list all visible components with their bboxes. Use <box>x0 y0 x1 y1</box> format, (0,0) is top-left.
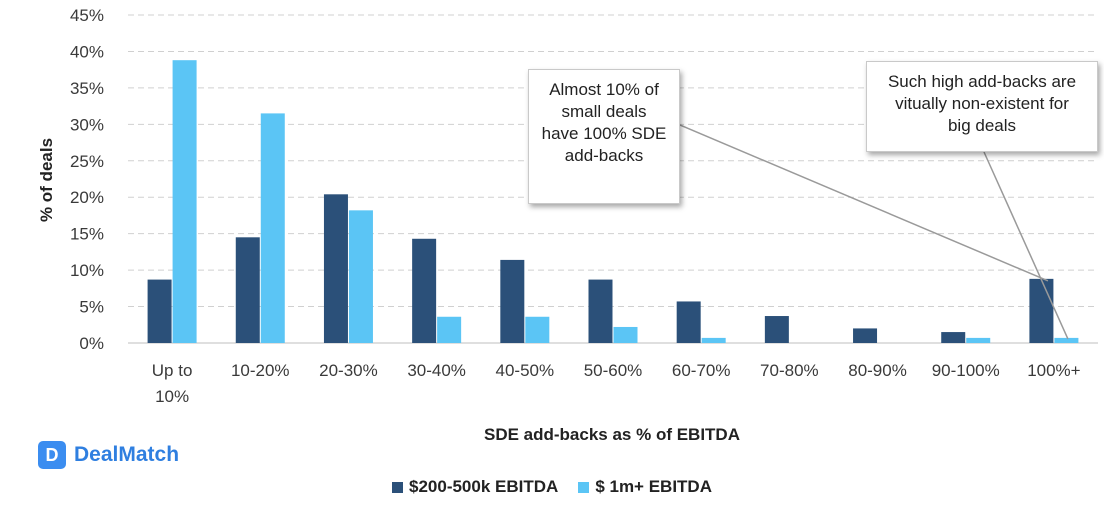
bar-big-deals <box>966 337 991 343</box>
callout-big-deals: Such high add-backs are vitually non-exi… <box>866 61 1098 152</box>
annotation-leader-lines <box>679 124 1069 340</box>
y-tick-label: 25% <box>70 152 104 171</box>
y-axis-title: % of deals <box>37 138 56 222</box>
y-tick-label: 5% <box>79 298 104 317</box>
callout-small-deals: Almost 10% of small deals have 100% SDE … <box>528 69 680 204</box>
legend-item-small: $200-500k EBITDA <box>392 477 558 497</box>
logo-mark-icon: D <box>38 441 66 469</box>
x-tick-label: 90-100% <box>932 361 1000 380</box>
x-tick-label: Up to 10% <box>152 361 193 406</box>
bars <box>147 60 1079 344</box>
y-tick-label: 20% <box>70 188 104 207</box>
x-tick-label: 20-30% <box>319 361 378 380</box>
logo-text: DealMatch <box>74 443 180 466</box>
bar-big-deals <box>437 316 462 343</box>
y-tick-label: 0% <box>79 334 104 353</box>
bar-big-deals <box>701 337 726 343</box>
legend-label-large: $ 1m+ EBITDA <box>595 477 712 496</box>
bar-big-deals <box>525 316 550 343</box>
bar-big-deals <box>348 210 373 343</box>
bar-small-deals <box>853 328 878 343</box>
y-tick-label: 45% <box>70 6 104 25</box>
bar-small-deals <box>588 279 613 343</box>
bar-small-deals <box>323 194 348 343</box>
x-tick-label: 50-60% <box>584 361 643 380</box>
bar-small-deals <box>235 237 260 343</box>
legend: $200-500k EBITDA $ 1m+ EBITDA <box>0 477 1104 497</box>
x-tick-label: 100%+ <box>1027 361 1080 380</box>
y-axis-ticks: 0% 5% 10% 15% 20% 25% 30% 35% 40% 45% <box>70 6 104 353</box>
legend-label-small: $200-500k EBITDA <box>409 477 559 496</box>
bar-small-deals <box>147 279 172 343</box>
x-tick-label: 70-80% <box>760 361 819 380</box>
y-tick-label: 10% <box>70 261 104 280</box>
y-tick-label: 35% <box>70 79 104 98</box>
bar-small-deals <box>1029 278 1054 343</box>
x-tick-label: 80-90% <box>848 361 907 380</box>
bar-small-deals <box>676 301 701 343</box>
x-tick-label: 40-50% <box>496 361 555 380</box>
bar-small-deals <box>500 259 525 343</box>
leader-line-small-deals <box>679 124 1049 282</box>
x-tick-label: 30-40% <box>407 361 466 380</box>
y-tick-label: 15% <box>70 225 104 244</box>
bar-big-deals <box>1054 337 1079 343</box>
legend-item-large: $ 1m+ EBITDA <box>578 477 712 497</box>
legend-swatch-large <box>578 481 590 493</box>
x-axis-title: SDE add-backs as % of EBITDA <box>484 425 740 444</box>
bar-big-deals <box>260 113 285 344</box>
legend-swatch-small <box>392 481 403 493</box>
dealmatch-logo: D DealMatch <box>38 441 179 469</box>
bar-small-deals <box>941 332 966 343</box>
x-tick-label: 60-70% <box>672 361 731 380</box>
bar-small-deals <box>412 238 437 343</box>
leader-line-big-deals <box>983 151 1069 340</box>
x-tick-label: 10-20% <box>231 361 290 380</box>
bar-big-deals <box>172 60 197 344</box>
bar-big-deals <box>613 326 638 343</box>
y-tick-label: 40% <box>70 42 104 61</box>
y-tick-label: 30% <box>70 115 104 134</box>
bar-small-deals <box>764 316 789 343</box>
x-axis-ticks: Up to 10% 10-20% 20-30% 30-40% 40-50% 50-60% 60… <box>152 361 1081 406</box>
